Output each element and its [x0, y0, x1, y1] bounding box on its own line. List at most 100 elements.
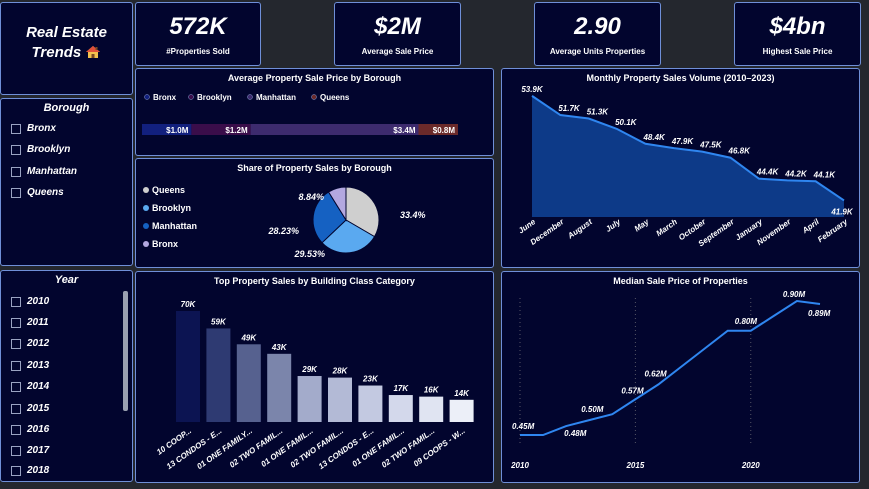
building-bar [267, 353, 292, 422]
checkbox[interactable] [11, 360, 21, 371]
checkbox[interactable] [11, 445, 21, 456]
pie-slice [345, 186, 380, 238]
avg-price-data-label: $1.2M [225, 126, 248, 135]
avg-price-bar-segment [418, 124, 458, 135]
building-data-label: 23K [362, 375, 379, 384]
median-data-label: 0.89M [808, 309, 831, 318]
building-bar [388, 395, 413, 422]
monthly-data-label: 44.2K [784, 169, 808, 178]
avg-price-bar-segment [191, 124, 251, 135]
slicer-item-bronx[interactable]: Bronx [11, 123, 56, 134]
legend-marker [311, 94, 317, 100]
building-bar [297, 376, 322, 422]
pie-slice [327, 186, 347, 222]
monthly-data-label: 44.4K [756, 168, 780, 177]
monthly-data-label: 47.9K [671, 137, 695, 146]
building-data-label: 43K [271, 343, 288, 352]
monthly-tick-label: May [633, 217, 651, 234]
borough-slicer: Borough Bronx Brooklyn Manhattan Queens [0, 98, 133, 266]
avg-price-bar-segment [142, 124, 192, 135]
slicer-item-2017[interactable]: 2017 [11, 445, 49, 456]
avg-price-chart-title: Average Property Sale Price by Borough [227, 73, 402, 83]
building-bar [236, 344, 261, 422]
median-data-label: 0.57M [621, 386, 644, 395]
building-tick-label: 02 TWO FAMIL... [380, 426, 437, 469]
legend-marker [143, 205, 149, 211]
checkbox[interactable] [11, 166, 21, 177]
slicer-item-label: 2015 [27, 403, 50, 414]
slicer-item-2015[interactable]: 2015 [11, 403, 49, 414]
kpi-label: Highest Sale Price [762, 47, 833, 56]
slicer-item-2013[interactable]: 2013 [11, 360, 49, 371]
monthly-chart: 53.9KJune51.7KDecember51.3KAugust50.1KJu… [517, 85, 854, 248]
slicer-item-label: 2016 [27, 424, 50, 435]
checkbox[interactable] [11, 338, 21, 349]
building-tick-label: 01 ONE FAMIL... [259, 426, 314, 469]
checkbox[interactable] [11, 144, 21, 155]
slicer-item-manhattan[interactable]: Manhattan [11, 166, 77, 177]
monthly-data-label: 46.8K [728, 147, 752, 156]
avg-price-data-label: $3.4M [393, 126, 416, 135]
slicer-item-queens[interactable]: Queens [11, 187, 64, 198]
share-chart-panel: Share of Property Sales by Borough Queen… [135, 158, 494, 268]
checkbox[interactable] [11, 296, 21, 307]
building-data-label: 16K [424, 386, 440, 395]
legend-marker [247, 94, 253, 100]
slicer-item-brooklyn[interactable]: Brooklyn [11, 144, 70, 155]
median-tick-label: 2010 [510, 461, 529, 470]
legend-marker [143, 241, 149, 247]
building-data-label: 49K [240, 333, 257, 342]
legend-label: Brooklyn [197, 93, 232, 102]
pie-data-label: 29.53% [293, 249, 325, 259]
building-data-label: 29K [301, 365, 318, 374]
median-chart-title: Median Sale Price of Properties [613, 276, 748, 286]
slicer-item-2011[interactable]: 2011 [11, 317, 49, 328]
median-chart-panel: Median Sale Price of Properties 2010 2015… [501, 271, 860, 483]
building-tick-label: 13 CONDOS - E... [317, 426, 376, 471]
share-chart-title: Share of Property Sales by Borough [237, 163, 392, 173]
slicer-item-label: Bronx [27, 123, 56, 134]
monthly-data-label: 51.7K [558, 104, 581, 113]
building-bar [419, 396, 444, 422]
slicer-item-label: 2018 [27, 465, 50, 476]
house-icon [85, 45, 101, 65]
legend-marker [188, 94, 194, 100]
kpi-label: Average Sale Price [361, 47, 434, 56]
dashboard-title-text: Real Estate Trends [26, 24, 107, 61]
slicer-item-2014[interactable]: 2014 [11, 381, 49, 392]
kpi-value: 572K [169, 13, 227, 40]
checkbox[interactable] [11, 381, 21, 392]
kpi-label: #Properties Sold [166, 47, 230, 56]
kpi-card-highest-sale-price: $4bn Highest Sale Price [734, 2, 861, 66]
kpi-value: 2.90 [574, 13, 621, 40]
building-tick-label: 01 ONE FAMILY... [195, 426, 254, 471]
building-chart-title: Top Property Sales by Building Class Cat… [214, 276, 415, 286]
checkbox[interactable] [11, 123, 21, 134]
year-slicer-scrollbar[interactable] [123, 291, 128, 411]
building-data-label: 17K [393, 384, 409, 393]
building-data-label: 14K [454, 389, 470, 398]
checkbox[interactable] [11, 187, 21, 198]
pie-slice [321, 219, 376, 254]
building-data-label: 70K [181, 300, 197, 309]
slicer-item-2012[interactable]: 2012 [11, 338, 49, 349]
checkbox[interactable] [11, 317, 21, 328]
pie-data-label: 28.23% [267, 226, 299, 236]
monthly-data-label: 53.9K [521, 85, 544, 94]
slicer-item-label: Manhattan [27, 166, 77, 177]
slicer-item-2010[interactable]: 2010 [11, 296, 49, 307]
legend-label: Queens [320, 93, 350, 102]
median-data-label: 0.45M [512, 422, 535, 431]
checkbox[interactable] [11, 403, 21, 414]
slicer-item-2018[interactable]: 2018 [11, 465, 49, 476]
checkbox[interactable] [11, 465, 21, 476]
median-data-label: 0.80M [735, 317, 758, 326]
median-tick-label: 2020 [741, 461, 760, 470]
kpi-card-average-units: 2.90 Average Units Properties [534, 2, 661, 66]
pie-data-label: 8.84% [298, 192, 324, 202]
median-tick-label: 2015 [625, 461, 644, 470]
checkbox[interactable] [11, 424, 21, 435]
slicer-item-label: Queens [27, 187, 64, 198]
slicer-item-2016[interactable]: 2016 [11, 424, 49, 435]
